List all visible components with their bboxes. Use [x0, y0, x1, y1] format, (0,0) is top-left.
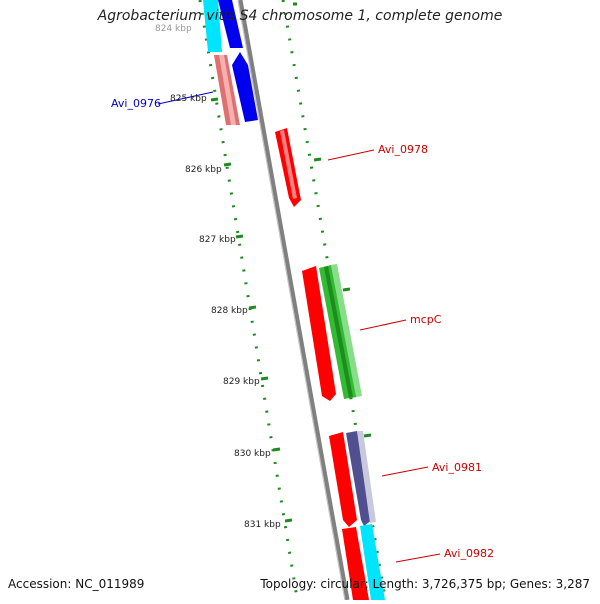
gene-label-avi-0976[interactable]: Avi_0976 [111, 97, 161, 110]
tick-label: 824 kbp [155, 24, 192, 34]
gene-blue-top [218, 0, 243, 48]
gene-label-mcpc[interactable]: mcpC [410, 313, 442, 326]
gene-avi-0982-red [342, 527, 369, 600]
tick-marks [210, 97, 293, 523]
tick-label: 825 kbp [170, 94, 207, 104]
gene-label-avi-0981[interactable]: Avi_0981 [432, 461, 482, 474]
tick-label: 828 kbp [211, 306, 248, 316]
backbone-highlight [237, 0, 346, 601]
gene-cyan-top-left [203, 0, 222, 52]
gene-avi-0976-blue [232, 52, 258, 122]
tick-label: 826 kbp [185, 165, 222, 175]
tick-label: 827 kbp [199, 235, 236, 245]
tick-label: 829 kbp [223, 377, 260, 387]
label-leaders [157, 91, 441, 563]
gene-avi-0982 [360, 524, 385, 600]
tick-label: 830 kbp [234, 449, 271, 459]
genome-summary-text: Topology: circular; Length: 3,726,375 bp… [260, 577, 590, 591]
accession-text: Accession: NC_011989 [8, 577, 145, 591]
chromosome-backbone [237, 0, 350, 601]
gene-avi-0981 [346, 431, 372, 526]
gene-label-avi-0982[interactable]: Avi_0982 [444, 547, 494, 560]
gene-label-avi-0978[interactable]: Avi_0978 [378, 143, 428, 156]
gene-avi-0981-red [329, 432, 357, 527]
tick-label: 831 kbp [244, 520, 281, 530]
gene-red-mcpC-left [302, 266, 336, 401]
map-title: Agrobacterium vitis S4 chromosome 1, com… [97, 8, 503, 24]
